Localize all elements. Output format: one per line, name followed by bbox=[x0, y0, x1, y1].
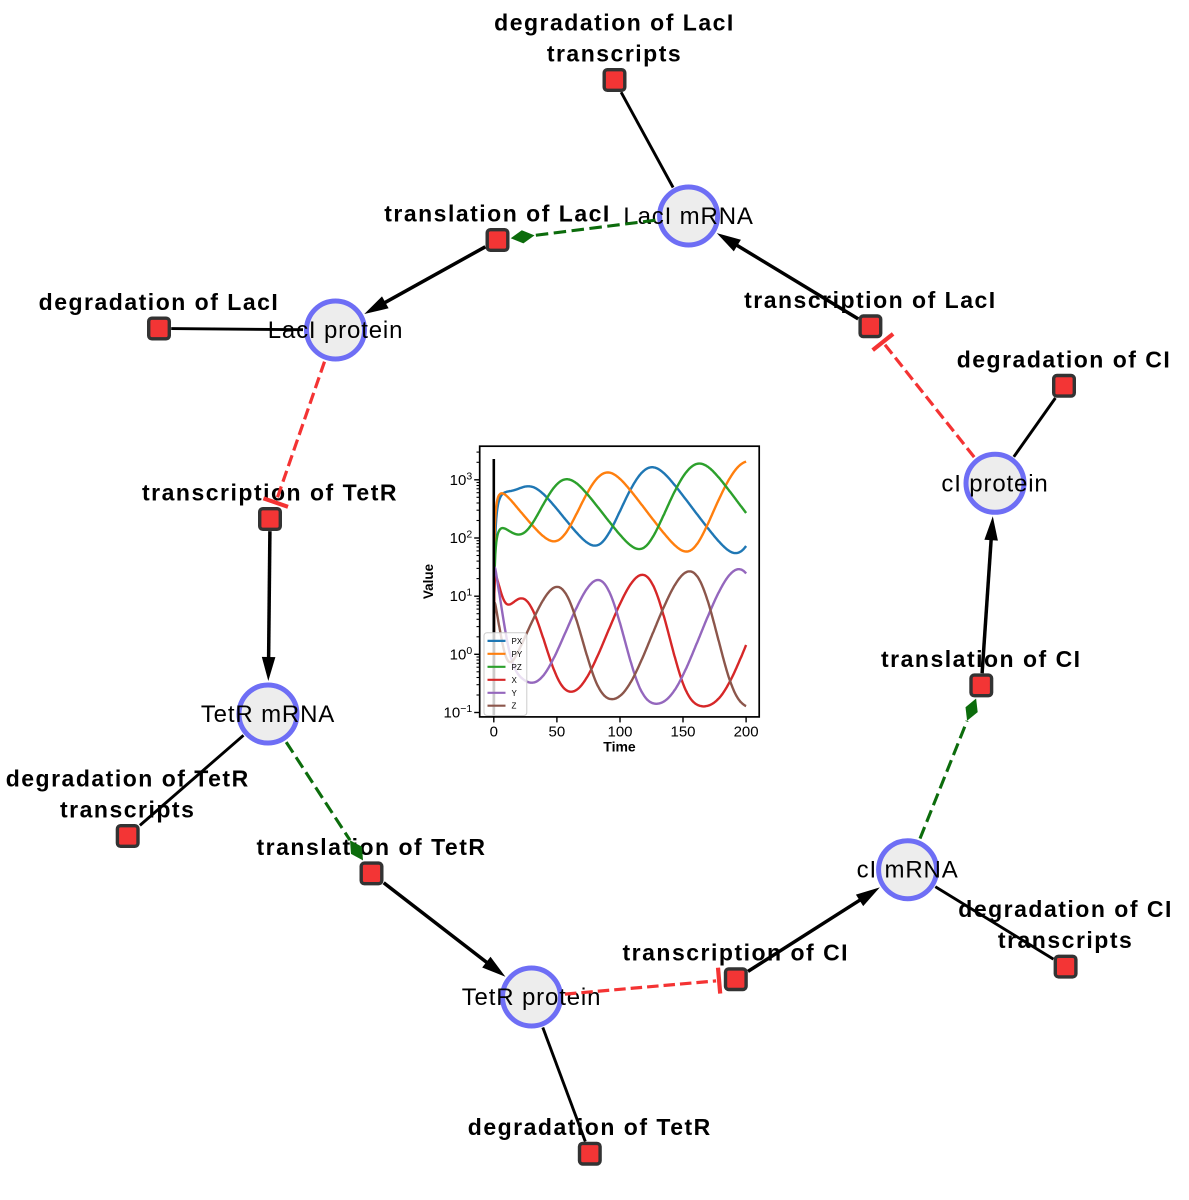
svg-text:translation of TetR: translation of TetR bbox=[257, 834, 487, 860]
svg-text:TetR protein: TetR protein bbox=[462, 984, 602, 1011]
svg-text:LacI mRNA: LacI mRNA bbox=[623, 203, 753, 230]
svg-text:degradation of TetR: degradation of TetR bbox=[6, 766, 250, 792]
svg-text:200: 200 bbox=[734, 723, 759, 740]
svg-text:transcripts: transcripts bbox=[998, 927, 1133, 953]
svg-text:Time: Time bbox=[603, 739, 636, 755]
svg-text:150: 150 bbox=[670, 723, 695, 740]
svg-text:translation of CI: translation of CI bbox=[881, 646, 1082, 672]
svg-text:degradation of TetR: degradation of TetR bbox=[468, 1114, 712, 1140]
svg-text:Value: Value bbox=[421, 563, 436, 599]
svg-text:transcription of CI: transcription of CI bbox=[623, 940, 850, 966]
svg-text:transcription of LacI: transcription of LacI bbox=[744, 287, 997, 313]
svg-text:50: 50 bbox=[549, 723, 566, 740]
svg-text:PX: PX bbox=[512, 637, 523, 646]
svg-text:cI mRNA: cI mRNA bbox=[857, 857, 959, 884]
svg-text:translation of LacI: translation of LacI bbox=[384, 201, 611, 227]
svg-text:degradation of CI: degradation of CI bbox=[957, 346, 1172, 372]
svg-text:TetR mRNA: TetR mRNA bbox=[201, 701, 335, 728]
svg-text:PZ: PZ bbox=[512, 663, 522, 672]
svg-text:degradation of LacI: degradation of LacI bbox=[39, 289, 280, 315]
svg-text:X: X bbox=[512, 676, 518, 685]
svg-text:transcripts: transcripts bbox=[60, 797, 195, 823]
svg-text:degradation of CI: degradation of CI bbox=[958, 896, 1173, 922]
svg-text:LacI protein: LacI protein bbox=[268, 317, 404, 344]
svg-text:0: 0 bbox=[490, 723, 498, 740]
svg-text:PY: PY bbox=[512, 650, 523, 659]
svg-text:100: 100 bbox=[607, 723, 632, 740]
svg-text:Y: Y bbox=[512, 689, 518, 698]
svg-text:degradation of LacI: degradation of LacI bbox=[494, 10, 735, 36]
svg-text:cI protein: cI protein bbox=[941, 470, 1048, 497]
svg-text:Z: Z bbox=[512, 702, 517, 711]
svg-text:transcripts: transcripts bbox=[547, 41, 682, 67]
